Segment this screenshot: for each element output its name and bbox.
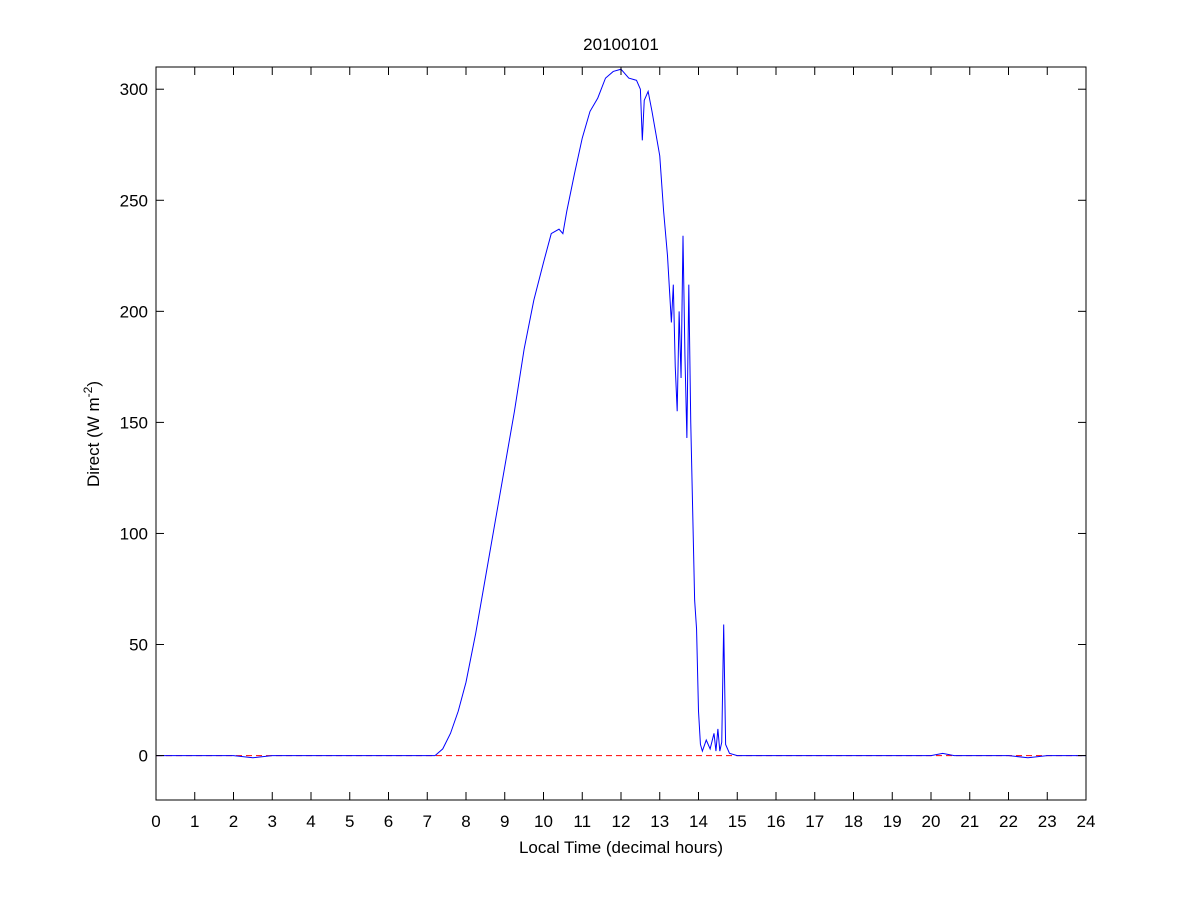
x-tick-label: 7 xyxy=(423,812,432,831)
y-tick-label: 0 xyxy=(139,747,148,766)
x-tick-label: 5 xyxy=(345,812,354,831)
x-tick-label: 2 xyxy=(229,812,238,831)
x-tick-label: 22 xyxy=(999,812,1018,831)
y-axis-label-text: Direct (W m xyxy=(84,397,103,487)
x-tick-label: 16 xyxy=(767,812,786,831)
x-tick-label: 0 xyxy=(151,812,160,831)
y-tick-label: 200 xyxy=(120,302,148,321)
x-axis-label: Local Time (decimal hours) xyxy=(519,838,723,857)
x-tick-label: 17 xyxy=(805,812,824,831)
x-tick-label: 1 xyxy=(190,812,199,831)
y-axis-label: Direct (W m-2) xyxy=(81,381,103,487)
x-tick-label: 15 xyxy=(728,812,747,831)
x-tick-label: 8 xyxy=(461,812,470,831)
x-tick-label: 13 xyxy=(650,812,669,831)
y-tick-label: 250 xyxy=(120,191,148,210)
y-tick-label: 150 xyxy=(120,413,148,432)
x-tick-label: 4 xyxy=(306,812,315,831)
data-line xyxy=(156,68,1086,759)
x-tick-label: 18 xyxy=(844,812,863,831)
x-tick-label: 19 xyxy=(883,812,902,831)
x-tick-label: 6 xyxy=(384,812,393,831)
x-tick-label: 14 xyxy=(689,812,708,831)
x-tick-label: 10 xyxy=(534,812,553,831)
x-tick-label: 24 xyxy=(1077,812,1096,831)
x-tick-label: 23 xyxy=(1038,812,1057,831)
x-tick-label: 12 xyxy=(612,812,631,831)
x-tick-label: 3 xyxy=(268,812,277,831)
x-tick-label: 11 xyxy=(573,812,591,831)
y-axis-label-end: ) xyxy=(84,381,103,387)
y-tick-label: 300 xyxy=(120,80,148,99)
chart-title: 20100101 xyxy=(583,35,659,54)
x-tick-label: 21 xyxy=(960,812,979,831)
y-axis-label-exponent: -2 xyxy=(81,386,95,397)
x-tick-label: 9 xyxy=(500,812,509,831)
y-tick-label: 50 xyxy=(129,636,148,655)
x-tick-label: 20 xyxy=(922,812,941,831)
y-tick-label: 100 xyxy=(120,524,148,543)
